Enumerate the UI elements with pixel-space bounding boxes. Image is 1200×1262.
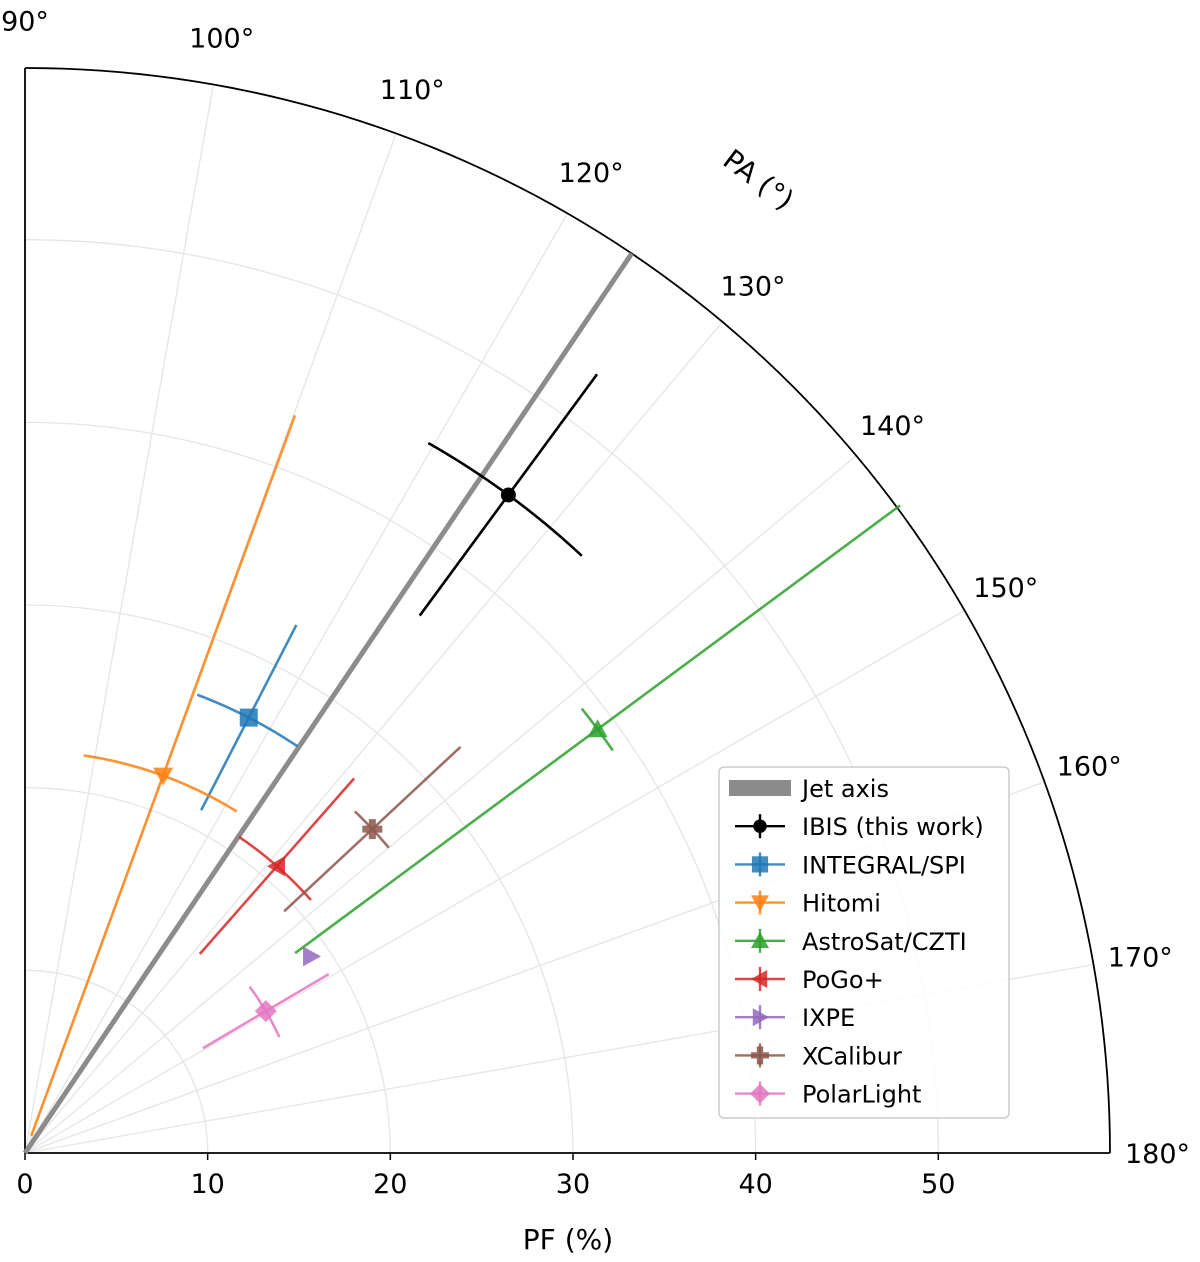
grid-circle-20	[24, 787, 391, 1154]
legend-label-ixpe: IXPE	[802, 1004, 855, 1032]
marker-ixpe	[303, 946, 322, 967]
legend-marker-ibis-this-work	[753, 819, 767, 833]
series-astrosat-czti	[294, 504, 901, 955]
legend-box	[718, 766, 1010, 1119]
legend-item-ixpe: IXPE	[735, 1004, 855, 1032]
axes-frame	[24, 67, 1111, 1154]
outer-arc	[24, 67, 1111, 1154]
legend-label-pogo: PoGo+	[802, 966, 884, 994]
series-ibis-this-work	[418, 373, 599, 617]
legend-item-pogo: PoGo+	[735, 966, 884, 994]
marker-hitomi	[153, 767, 174, 786]
jet-axis-line	[22, 252, 634, 1155]
series-xcalibur	[283, 745, 462, 913]
marker-pogo	[266, 856, 285, 877]
angular-tick-label-150: 150°	[973, 573, 1038, 604]
series-pogo	[198, 777, 356, 955]
legend-item-ibis-this-work: IBIS (this work)	[735, 813, 984, 841]
legend-item-integral-spi: INTEGRAL/SPI	[735, 851, 966, 879]
angular-tick-label-160: 160°	[1057, 752, 1122, 783]
series-integral-spi	[196, 624, 299, 811]
angular-tick-label-130: 130°	[720, 272, 785, 303]
legend-item-hitomi: Hitomi	[735, 890, 881, 918]
tick-labels: 0 10 20 30 40 50 PF (%) 90° 100° 110° 120° 130° 140°…	[1, 7, 1190, 1257]
legend: Jet axis IBIS (this work) INTEGRAL/SPI Hito…	[718, 766, 1010, 1119]
marker-integral-spi	[239, 708, 258, 727]
legend-marker-astrosat-czti	[751, 931, 769, 948]
radial-tick-label-0: 0	[16, 1169, 33, 1200]
grid-spoke-130	[24, 321, 723, 1154]
angular-tick-label-90: 90°	[1, 7, 49, 38]
grid-circle-10	[24, 969, 209, 1154]
legend-item-polarlight: PolarLight	[735, 1081, 921, 1109]
grid-spoke-100	[24, 84, 215, 1154]
legend-label-hitomi: Hitomi	[802, 890, 881, 918]
legend-marker-xcalibur	[751, 1046, 769, 1065]
grid-spoke-140	[24, 455, 857, 1154]
grid-circle-30	[24, 604, 574, 1154]
grid-spoke-120	[24, 213, 569, 1154]
legend-item-jet-axis: Jet axis	[729, 775, 889, 803]
angular-tick-label-140: 140°	[860, 411, 925, 442]
radial-tick-label-10: 10	[190, 1169, 224, 1200]
series-layer	[30, 373, 901, 1137]
jet-axis-line-group	[22, 252, 634, 1155]
legend-label-xcalibur: XCalibur	[802, 1042, 902, 1070]
radial-tick-label-40: 40	[738, 1169, 772, 1200]
angular-tick-label-170: 170°	[1108, 942, 1173, 973]
marker-astrosat-czti	[587, 719, 608, 738]
legend-marker-ixpe	[752, 1008, 769, 1027]
legend-label-astrosat-czti: AstroSat/CZTI	[802, 928, 967, 956]
radial-axis-title: PF (%)	[523, 1223, 613, 1256]
series-polarlight	[202, 972, 330, 1050]
legend-item-xcalibur: XCalibur	[735, 1042, 902, 1070]
angular-axis-title: PA (°)	[717, 143, 800, 217]
radial-tick-label-30: 30	[556, 1169, 590, 1200]
angular-tick-label-120: 120°	[559, 158, 624, 189]
angular-tick-label-180: 180°	[1125, 1139, 1190, 1170]
legend-label-integral-spi: INTEGRAL/SPI	[802, 851, 966, 879]
marker-xcalibur	[362, 819, 383, 840]
angular-tick-label-110: 110°	[380, 75, 445, 106]
series-hitomi	[30, 414, 297, 1137]
radial-tick-label-50: 50	[921, 1169, 955, 1200]
legend-marker-pogo	[751, 970, 768, 988]
legend-label-jet-axis: Jet axis	[800, 775, 889, 803]
series-ixpe	[303, 946, 322, 967]
marker-polarlight	[254, 1000, 277, 1023]
legend-item-astrosat-czti: AstroSat/CZTI	[735, 928, 967, 956]
angular-tick-label-100: 100°	[189, 24, 254, 55]
legend-marker-hitomi	[751, 895, 769, 912]
marker-ibis-this-work	[500, 487, 516, 503]
radial-tick-label-20: 20	[373, 1169, 407, 1200]
legend-handle-jet-axis	[729, 780, 791, 796]
legend-label-ibis-this-work: IBIS (this work)	[802, 813, 984, 841]
legend-marker-polarlight	[750, 1083, 770, 1104]
legend-marker-integral-spi	[751, 856, 769, 873]
grid-spoke-150	[24, 609, 965, 1154]
legend-label-polarlight: PolarLight	[802, 1081, 921, 1109]
